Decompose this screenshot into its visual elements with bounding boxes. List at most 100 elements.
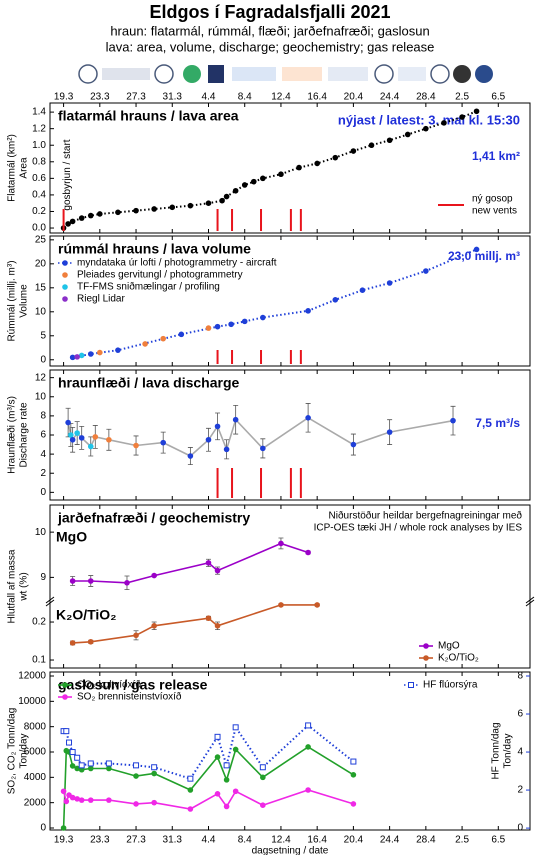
point bbox=[423, 268, 429, 274]
point bbox=[124, 580, 130, 586]
figure-subtitle: hraun: flatarmál, rúmmál, flæði; jarðefn… bbox=[110, 23, 429, 38]
logo bbox=[154, 64, 174, 84]
point bbox=[97, 349, 103, 356]
x-tick-label: 4.4 bbox=[202, 835, 216, 846]
logo bbox=[232, 67, 276, 81]
point bbox=[450, 417, 456, 424]
point bbox=[232, 187, 239, 194]
y-tick-label: 0.1 bbox=[32, 655, 46, 666]
x-tick-label: 8.4 bbox=[238, 835, 252, 846]
y2-tick-label: 6 bbox=[517, 709, 523, 720]
legend-label: Pleiades gervitungl / photogrammetry bbox=[77, 270, 243, 281]
point bbox=[386, 280, 393, 286]
logo bbox=[328, 67, 368, 81]
x-tick-label: 12.4 bbox=[271, 92, 291, 103]
point bbox=[60, 788, 67, 795]
point bbox=[133, 632, 139, 639]
point bbox=[260, 774, 266, 781]
legend-label: HF flúorsýra bbox=[423, 680, 478, 691]
point bbox=[69, 354, 76, 361]
point bbox=[223, 446, 230, 453]
y-tick-label: 6 bbox=[40, 430, 46, 441]
legend-marker bbox=[62, 296, 68, 302]
point bbox=[332, 297, 339, 303]
x-tick-label: 2.5 bbox=[455, 92, 469, 103]
logo bbox=[282, 67, 322, 81]
point bbox=[78, 762, 85, 769]
point bbox=[214, 790, 221, 797]
y-axis-title: Rúmmál (millj. m³) bbox=[7, 260, 18, 341]
x-tick-label: 19.3 bbox=[54, 92, 74, 103]
point bbox=[232, 416, 239, 423]
legend-marker bbox=[62, 694, 68, 700]
point bbox=[473, 246, 480, 253]
legend-marker bbox=[62, 682, 68, 688]
series-line bbox=[72, 542, 309, 584]
point bbox=[65, 419, 71, 426]
point bbox=[142, 341, 148, 347]
y-tick-label: 1.0 bbox=[32, 140, 46, 151]
point bbox=[386, 137, 393, 144]
figure-subtitle: lava: area, volume, discharge; geochemis… bbox=[106, 39, 435, 54]
point bbox=[87, 765, 94, 772]
logo-row bbox=[78, 64, 493, 84]
point bbox=[106, 765, 112, 772]
legend-marker bbox=[62, 272, 68, 278]
x-tick-label: 16.4 bbox=[307, 835, 327, 846]
point bbox=[187, 806, 194, 812]
series-line bbox=[63, 724, 355, 780]
x-tick-label: 28.4 bbox=[416, 835, 436, 846]
point bbox=[68, 432, 74, 438]
point bbox=[63, 728, 70, 735]
point bbox=[241, 318, 248, 325]
point bbox=[74, 754, 81, 761]
point bbox=[350, 772, 357, 778]
y-tick-label: 2 bbox=[40, 468, 46, 479]
y-tick-label: 10000 bbox=[18, 696, 46, 707]
y-axis-title: Hlutfall af massa bbox=[7, 549, 18, 623]
logo bbox=[475, 65, 493, 83]
x-tick-label: 8.4 bbox=[238, 92, 252, 103]
point bbox=[278, 540, 284, 547]
point bbox=[260, 802, 266, 808]
point bbox=[241, 182, 248, 188]
point bbox=[187, 775, 194, 782]
panel-title: flatarmál hrauns / lava area bbox=[58, 108, 239, 124]
legend-label: SO₂ brennisteinstvíoxíð bbox=[77, 691, 182, 703]
point bbox=[78, 797, 85, 803]
point bbox=[350, 801, 357, 807]
point bbox=[359, 287, 366, 294]
point bbox=[214, 754, 221, 760]
y-tick-label: 12 bbox=[35, 372, 47, 383]
point bbox=[133, 207, 139, 214]
x-tick-label: 16.4 bbox=[307, 92, 327, 103]
point bbox=[214, 423, 221, 430]
y-tick-label: 5 bbox=[40, 330, 46, 341]
y-tick-label: 0.8 bbox=[32, 156, 46, 167]
panel-title: jarðefnafræði / geochemistry bbox=[57, 510, 250, 526]
y-axis-title: SO₂, CO₂ Tonn/dag bbox=[7, 708, 18, 795]
point bbox=[151, 770, 157, 777]
logo bbox=[398, 67, 426, 81]
legend-marker bbox=[62, 260, 68, 266]
logo bbox=[374, 64, 394, 84]
point bbox=[305, 549, 311, 556]
axis-break bbox=[45, 596, 535, 607]
point bbox=[69, 749, 76, 756]
point bbox=[105, 760, 112, 767]
point bbox=[232, 788, 239, 795]
point bbox=[441, 120, 447, 126]
legend-label: new vents bbox=[472, 206, 517, 217]
logo bbox=[183, 65, 201, 83]
point bbox=[187, 787, 194, 793]
point bbox=[219, 197, 225, 204]
point bbox=[133, 801, 139, 807]
y-tick-label: 6000 bbox=[24, 747, 47, 758]
legend-marker bbox=[62, 284, 68, 290]
point bbox=[87, 351, 94, 357]
point bbox=[473, 108, 480, 115]
point bbox=[74, 765, 80, 772]
point bbox=[423, 125, 429, 132]
y2-axis-title: Ton/day bbox=[503, 733, 514, 768]
point bbox=[69, 794, 76, 801]
